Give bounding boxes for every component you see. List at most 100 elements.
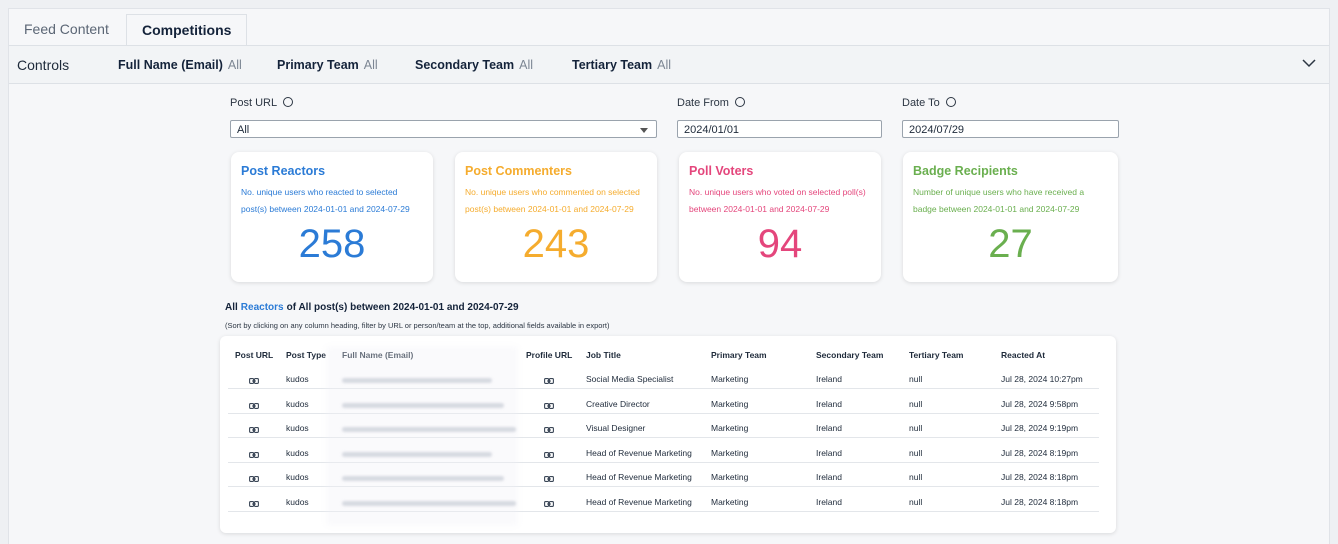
field-label: Post URL [230,97,294,109]
blurred-name [342,476,504,482]
table-cell: Creative Director [586,398,650,409]
card-value: 258 [298,222,366,266]
stat-card: Badge Recipients Number of unique users w… [903,152,1118,282]
link-icon[interactable] [544,402,554,409]
link-icon[interactable] [544,378,554,384]
table-cell: kudos [286,447,309,458]
column-header[interactable]: Profile URL [526,350,573,360]
table-cell: Head of Revenue Marketing [586,472,692,483]
card-description: No. unique users who voted on selected p… [689,187,866,214]
filter[interactable]: Secondary Team All [415,58,533,72]
filter-name: Secondary Team [415,58,515,72]
link-icon[interactable] [249,378,259,384]
blurred-name [342,427,516,433]
table-cell: Jul 28, 2024 8:18pm [1001,472,1079,483]
table-cell: null [909,398,923,409]
filter-value: All [519,58,534,72]
row-divider [228,437,1099,439]
table-cell: Head of Revenue Marketing [586,447,692,458]
link-icon[interactable] [249,501,259,507]
column-header[interactable]: Tertiary Team [909,350,964,360]
stat-card: Post Commenters No. unique users who comm… [455,152,657,282]
field-input[interactable]: 2024/07/29 [902,120,1119,138]
row-divider [228,461,1099,463]
field-input[interactable]: 2024/01/01 [677,120,882,138]
dropdown-arrow [640,128,648,133]
column-header[interactable]: Job Title [586,350,621,360]
table-cell: null [909,497,923,507]
filter[interactable]: Full Name (Email) All [118,58,242,72]
link-icon[interactable] [544,427,554,434]
table-cell: Visual Designer [586,423,646,434]
card-description: Number of unique users who have received… [913,187,1085,214]
table-cell: null [909,423,923,434]
collapse-toggle[interactable] [1302,55,1316,69]
table-cell: kudos [286,497,309,507]
table-cell: Ireland [816,447,842,458]
card-title: Post Reactors [241,164,326,178]
column-header[interactable]: Primary Team [711,350,767,360]
card-title: Post Commenters [465,164,572,178]
column-header[interactable]: Reacted At [1001,350,1046,360]
tab[interactable]: Competitions [126,14,248,46]
card-description: No. unique users who commented on select… [465,187,640,214]
filter-name: Primary Team [277,58,359,72]
controls-bar: Controls Full Name (Email) All Primary Team… [9,45,1329,84]
blurred-name [342,402,504,408]
field-label-text: Date To [902,97,940,109]
table-cell: Jul 28, 2024 9:19pm [1001,423,1079,434]
tab[interactable]: Feed Content [24,21,109,37]
table-cell: Jul 28, 2024 8:19pm [1001,447,1079,458]
column-header[interactable]: Post Type [286,350,326,360]
link-icon[interactable] [249,476,259,483]
blurred-name [342,378,492,383]
column-header[interactable]: Full Name (Email) [342,350,414,360]
table-cell: null [909,472,923,483]
blur-panel [326,346,518,526]
table-cell: kudos [286,374,309,384]
heading-highlight: Reactors [240,302,284,313]
field-label-text: Date From [677,97,729,109]
table-cell: kudos [286,423,309,434]
link-icon[interactable] [544,451,554,458]
app-frame: Feed Content Competitions Controls Full Nam… [8,8,1330,544]
field-label-text: Post URL [230,97,278,109]
link-icon[interactable] [249,402,259,409]
table-cell: Ireland [816,398,842,409]
field-input[interactable]: All [230,120,657,138]
field-label: Date To [902,97,956,109]
row-divider [228,486,1099,488]
filter-value: All [227,58,242,72]
card-description: No. unique users who reacted to selected… [241,187,410,214]
link-icon[interactable] [544,476,554,483]
blurred-name [342,451,492,457]
table-cell: Ireland [816,472,842,483]
chevron [1302,59,1316,68]
table-cell: Ireland [816,423,842,434]
card-value: 27 [988,222,1033,266]
filter-value: All [363,58,378,72]
table-cell: kudos [286,398,309,409]
link-icon[interactable] [249,427,259,434]
table-cell: Marketing [711,398,749,409]
link-icon[interactable] [249,451,259,458]
table-cell: Jul 28, 2024 8:18pm [1001,497,1079,507]
column-header[interactable]: Secondary Team [816,350,884,360]
filter[interactable]: Primary Team All [277,58,378,72]
table-cell: Head of Revenue Marketing [586,497,692,507]
blurred-name [342,501,516,506]
stat-card: Poll Voters No. unique users who voted on… [679,152,881,282]
card-value: 243 [522,222,590,266]
row-divider [228,388,1099,389]
table-cell: Jul 28, 2024 10:27pm [1001,374,1083,384]
stat-card: Post Reactors No. unique users who reacte… [231,152,433,282]
heading-suffix: of All post(s) between 2024-01-01 and 20… [286,302,519,313]
table-cell: Marketing [711,472,749,483]
link-icon[interactable] [544,501,554,507]
table-cell: Ireland [816,374,842,384]
info-icon [734,97,745,107]
column-header[interactable]: Post URL [235,350,274,360]
section-note: (Sort by clicking on any column heading,… [225,321,610,330]
filter[interactable]: Tertiary Team All [572,58,671,72]
